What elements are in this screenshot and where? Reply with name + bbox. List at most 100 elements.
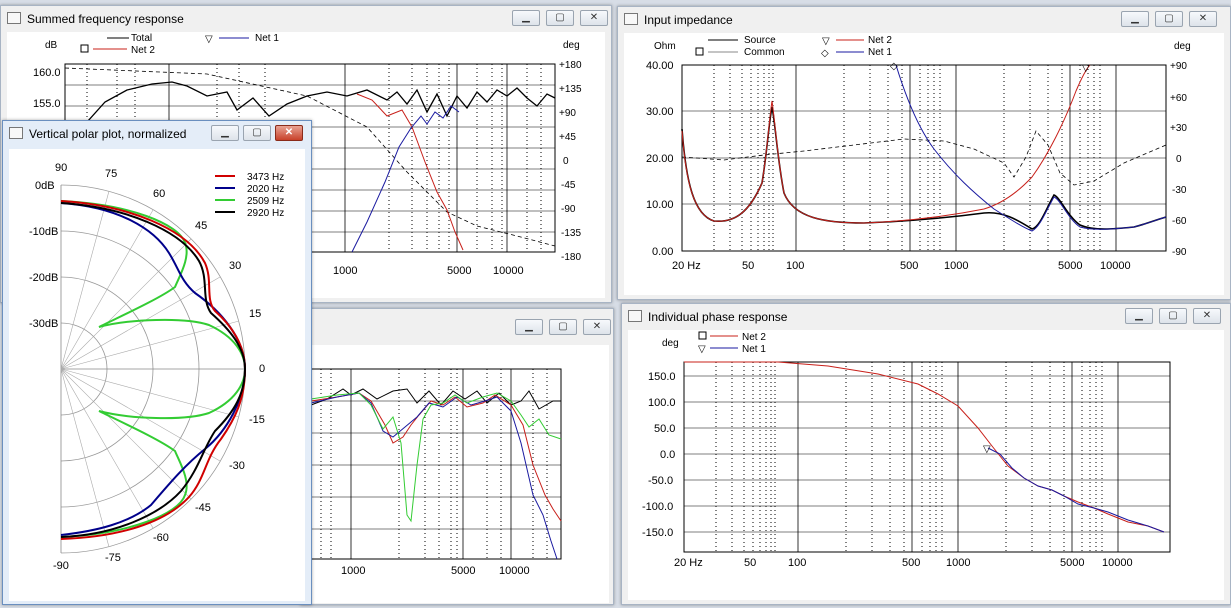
polar-titlebar[interactable]: Vertical polar plot, normalized ▁ ▢ ✕: [3, 121, 311, 149]
angle-tick-m30: -30: [229, 460, 245, 472]
angle-tick-30: 30: [229, 260, 241, 272]
legend-net1: Net 1: [868, 47, 892, 58]
x-tick-500: 500: [902, 557, 920, 569]
minimize-button[interactable]: ▁: [1125, 308, 1153, 324]
minimize-icon: ▁: [525, 321, 533, 332]
phase-tick-60: +60: [1170, 93, 1187, 104]
phase-plot: deg Net 2 ▽ Net 1: [642, 331, 1171, 569]
maximize-icon: ▢: [555, 12, 565, 23]
legend-3473: 3473 Hz: [247, 172, 284, 183]
maximize-button[interactable]: ▢: [243, 125, 271, 141]
phase-tick-135: +135: [559, 84, 582, 95]
db-tick-10: -10dB: [29, 226, 58, 238]
close-button[interactable]: ✕: [275, 125, 303, 141]
legend-net1-marker: ▽: [205, 34, 213, 45]
polar-curve-2920: [60, 202, 247, 538]
legend-net1: Net 1: [742, 344, 766, 355]
minimize-button[interactable]: ▁: [512, 10, 540, 26]
close-button[interactable]: ✕: [1193, 308, 1221, 324]
minimize-button[interactable]: ▁: [515, 319, 543, 335]
legend-net2: Net 2: [131, 45, 155, 56]
phase-tick-30: +30: [1170, 123, 1187, 134]
close-icon: ✕: [284, 127, 294, 138]
maximize-icon: ▢: [1168, 310, 1178, 321]
close-button[interactable]: ✕: [1189, 11, 1217, 27]
x-tick-50: 50: [744, 557, 756, 569]
left-unit-label: deg: [662, 338, 679, 349]
legend-net2: Net 2: [868, 35, 892, 46]
legend-net2: Net 2: [742, 332, 766, 343]
minimize-icon: ▁: [1135, 310, 1143, 321]
y-tick-30: 30.00: [646, 106, 674, 118]
y-tick-150: 150.0: [648, 371, 676, 383]
maximize-button[interactable]: ▢: [1155, 11, 1183, 27]
phase-response-window[interactable]: Individual phase response ▁ ▢ ✕ deg Net …: [621, 303, 1231, 605]
legend-total: Total: [131, 33, 152, 44]
close-button[interactable]: ✕: [580, 10, 608, 26]
net1-marker-diamond: ◇: [890, 61, 898, 72]
close-button[interactable]: ✕: [583, 319, 611, 335]
close-icon: ✕: [1198, 13, 1208, 24]
db-tick-0: 0dB: [35, 180, 55, 192]
legend-2920: 2920 Hz: [247, 208, 284, 219]
minimize-button[interactable]: ▁: [211, 125, 239, 141]
legend-source: Source: [744, 35, 776, 46]
y-tick-0: 0.0: [660, 449, 675, 461]
impedance-phase-dashed: [681, 130, 1167, 186]
x-tick-20hz: 20 Hz: [674, 557, 703, 569]
x-tick-100: 100: [786, 260, 804, 272]
angle-tick-60: 60: [153, 188, 165, 200]
phase-tick-0: 0: [1176, 154, 1182, 165]
phase-tick-m135: -135: [561, 228, 581, 239]
maximize-button[interactable]: ▢: [1159, 308, 1187, 324]
impedance-plot-area[interactable]: Ohm deg Source ▽ Net 2 Common ◇ Net 1: [624, 33, 1224, 295]
db-tick-30: -30dB: [29, 318, 58, 330]
angle-tick-m15: -15: [249, 414, 265, 426]
impedance-titlebar[interactable]: Input impedance ▁ ▢ ✕: [618, 7, 1230, 35]
phase-grid: [684, 362, 1170, 552]
close-icon: ✕: [592, 321, 602, 332]
x-tick-1000: 1000: [341, 565, 365, 577]
x-tick-20hz: 20 Hz: [672, 260, 701, 272]
offaxis-titlebar[interactable]: ▁ ▢ ✕: [301, 309, 613, 337]
polar-window-icon: [9, 127, 23, 139]
maximize-button[interactable]: ▢: [546, 10, 574, 26]
y-tick-155: 155.0: [33, 98, 61, 110]
angle-tick-0: 0: [259, 363, 265, 375]
y-tick-m150: -150.0: [642, 527, 673, 539]
x-tick-1000: 1000: [333, 265, 357, 277]
maximize-button[interactable]: ▢: [549, 319, 577, 335]
window-title: Summed frequency response: [27, 12, 184, 26]
net1-marker-triangle: ▽: [983, 444, 991, 455]
phase-tick-180: +180: [559, 60, 582, 71]
offaxis-plot-area[interactable]: 1000 5000 10000: [307, 345, 609, 603]
phase-titlebar[interactable]: Individual phase response ▁ ▢ ✕: [622, 304, 1230, 332]
x-tick-50: 50: [742, 260, 754, 272]
x-tick-1000: 1000: [946, 557, 970, 569]
phase-plot-area[interactable]: deg Net 2 ▽ Net 1: [628, 330, 1224, 600]
offaxis-response-window[interactable]: ▁ ▢ ✕: [300, 308, 614, 605]
legend-2509: 2509 Hz: [247, 196, 284, 207]
db-tick-20: -20dB: [29, 272, 58, 284]
angle-tick-m45: -45: [195, 502, 211, 514]
x-tick-10000: 10000: [1100, 260, 1131, 272]
phase-tick-45: +45: [559, 132, 576, 143]
graph-window-icon: [624, 13, 638, 25]
polar-plot-area[interactable]: 90 75 60 45 30 15 0 -15 -30 -45 -60 -75 …: [9, 149, 305, 601]
left-unit-label: Ohm: [654, 41, 676, 52]
polar-plot-window[interactable]: Vertical polar plot, normalized ▁ ▢ ✕: [2, 120, 312, 605]
minimize-icon: ▁: [522, 12, 530, 23]
minimize-button[interactable]: ▁: [1121, 11, 1149, 27]
offaxis-red-trace: [310, 392, 562, 522]
legend-net1-marker: ◇: [821, 48, 829, 59]
input-impedance-window[interactable]: Input impedance ▁ ▢ ✕ Ohm deg Source ▽ N…: [617, 6, 1231, 300]
summed-total-trace: [64, 81, 556, 128]
offaxis-green-trace: [310, 392, 562, 523]
minimize-icon: ▁: [221, 127, 229, 138]
x-tick-5000: 5000: [1058, 260, 1082, 272]
graph-window-icon: [628, 310, 642, 322]
impedance-net2-trace: [681, 64, 1091, 224]
maximize-icon: ▢: [558, 321, 568, 332]
legend-common: Common: [744, 47, 785, 58]
summed-titlebar[interactable]: Summed frequency response ▁ ▢ ✕: [1, 6, 611, 34]
